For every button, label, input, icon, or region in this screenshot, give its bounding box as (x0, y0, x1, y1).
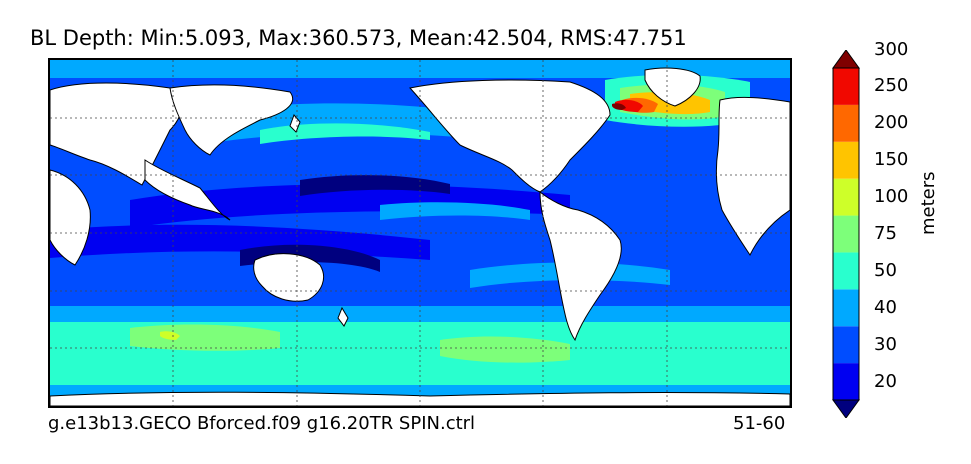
colorbar-segment (833, 326, 859, 364)
colorbar-extend-low (832, 399, 860, 418)
colorbar-segment (833, 289, 859, 327)
southern-green-patch-1 (130, 324, 280, 351)
colorbar-segment (833, 68, 859, 105)
south-america (539, 190, 622, 342)
europe-africa-east (715, 96, 790, 256)
tropical-band-1 (130, 184, 570, 228)
southern-yellow-spot (160, 331, 180, 340)
new-zealand (337, 306, 349, 327)
ocean-map (48, 58, 792, 408)
colorbar-segment (833, 363, 859, 400)
case-name-label: g.e13b13.GECO Bforced.f09 g16.20TR SPIN.… (48, 413, 476, 434)
colorbar-units-label: meters (918, 171, 939, 235)
colorbar-tick-label: 300 (874, 38, 909, 60)
colorbar-tick-label: 200 (874, 112, 909, 134)
greenland (644, 67, 701, 107)
colorbar-segment (833, 104, 859, 142)
colorbar-segment (833, 178, 859, 216)
colorbar-segment (833, 252, 859, 290)
colorbar-tick-label: 30 (874, 333, 897, 355)
colorbar-segment (833, 215, 859, 253)
tropical-core (300, 175, 450, 196)
labrador-max (612, 103, 626, 110)
colorbar-tick-label: 100 (874, 186, 909, 208)
colorbar-tick-label: 50 (874, 259, 897, 281)
north-america (409, 79, 611, 193)
north-pacific-core (260, 123, 430, 144)
antarctica (50, 391, 790, 406)
southern-green-patch-2 (440, 336, 570, 363)
eurasia-west (50, 82, 182, 186)
plot-title: BL Depth: Min:5.093, Max:360.573, Mean:4… (30, 26, 687, 50)
africa-west-edge (50, 169, 91, 266)
map-svg (50, 60, 790, 406)
colorbar-tick-label: 20 (874, 370, 897, 392)
colorbar-segments (832, 50, 860, 418)
colorbar-frame (832, 67, 860, 401)
east-asia (169, 84, 293, 156)
colorbar-tick-label: 150 (874, 149, 909, 171)
colorbar-extend-high (832, 50, 860, 69)
japan (289, 114, 301, 133)
colorbar-tick-label: 250 (874, 75, 909, 97)
arctic-band (50, 60, 790, 78)
land-masses (50, 67, 790, 406)
equatorial-light (380, 202, 530, 220)
australia (253, 253, 324, 302)
years-label: 51-60 (733, 413, 786, 434)
map-grid (50, 60, 790, 406)
colorbar-tick-label: 40 (874, 296, 897, 318)
colorbar (832, 50, 860, 418)
colorbar-segment (833, 141, 859, 179)
colorbar-tick-label: 75 (874, 223, 897, 244)
